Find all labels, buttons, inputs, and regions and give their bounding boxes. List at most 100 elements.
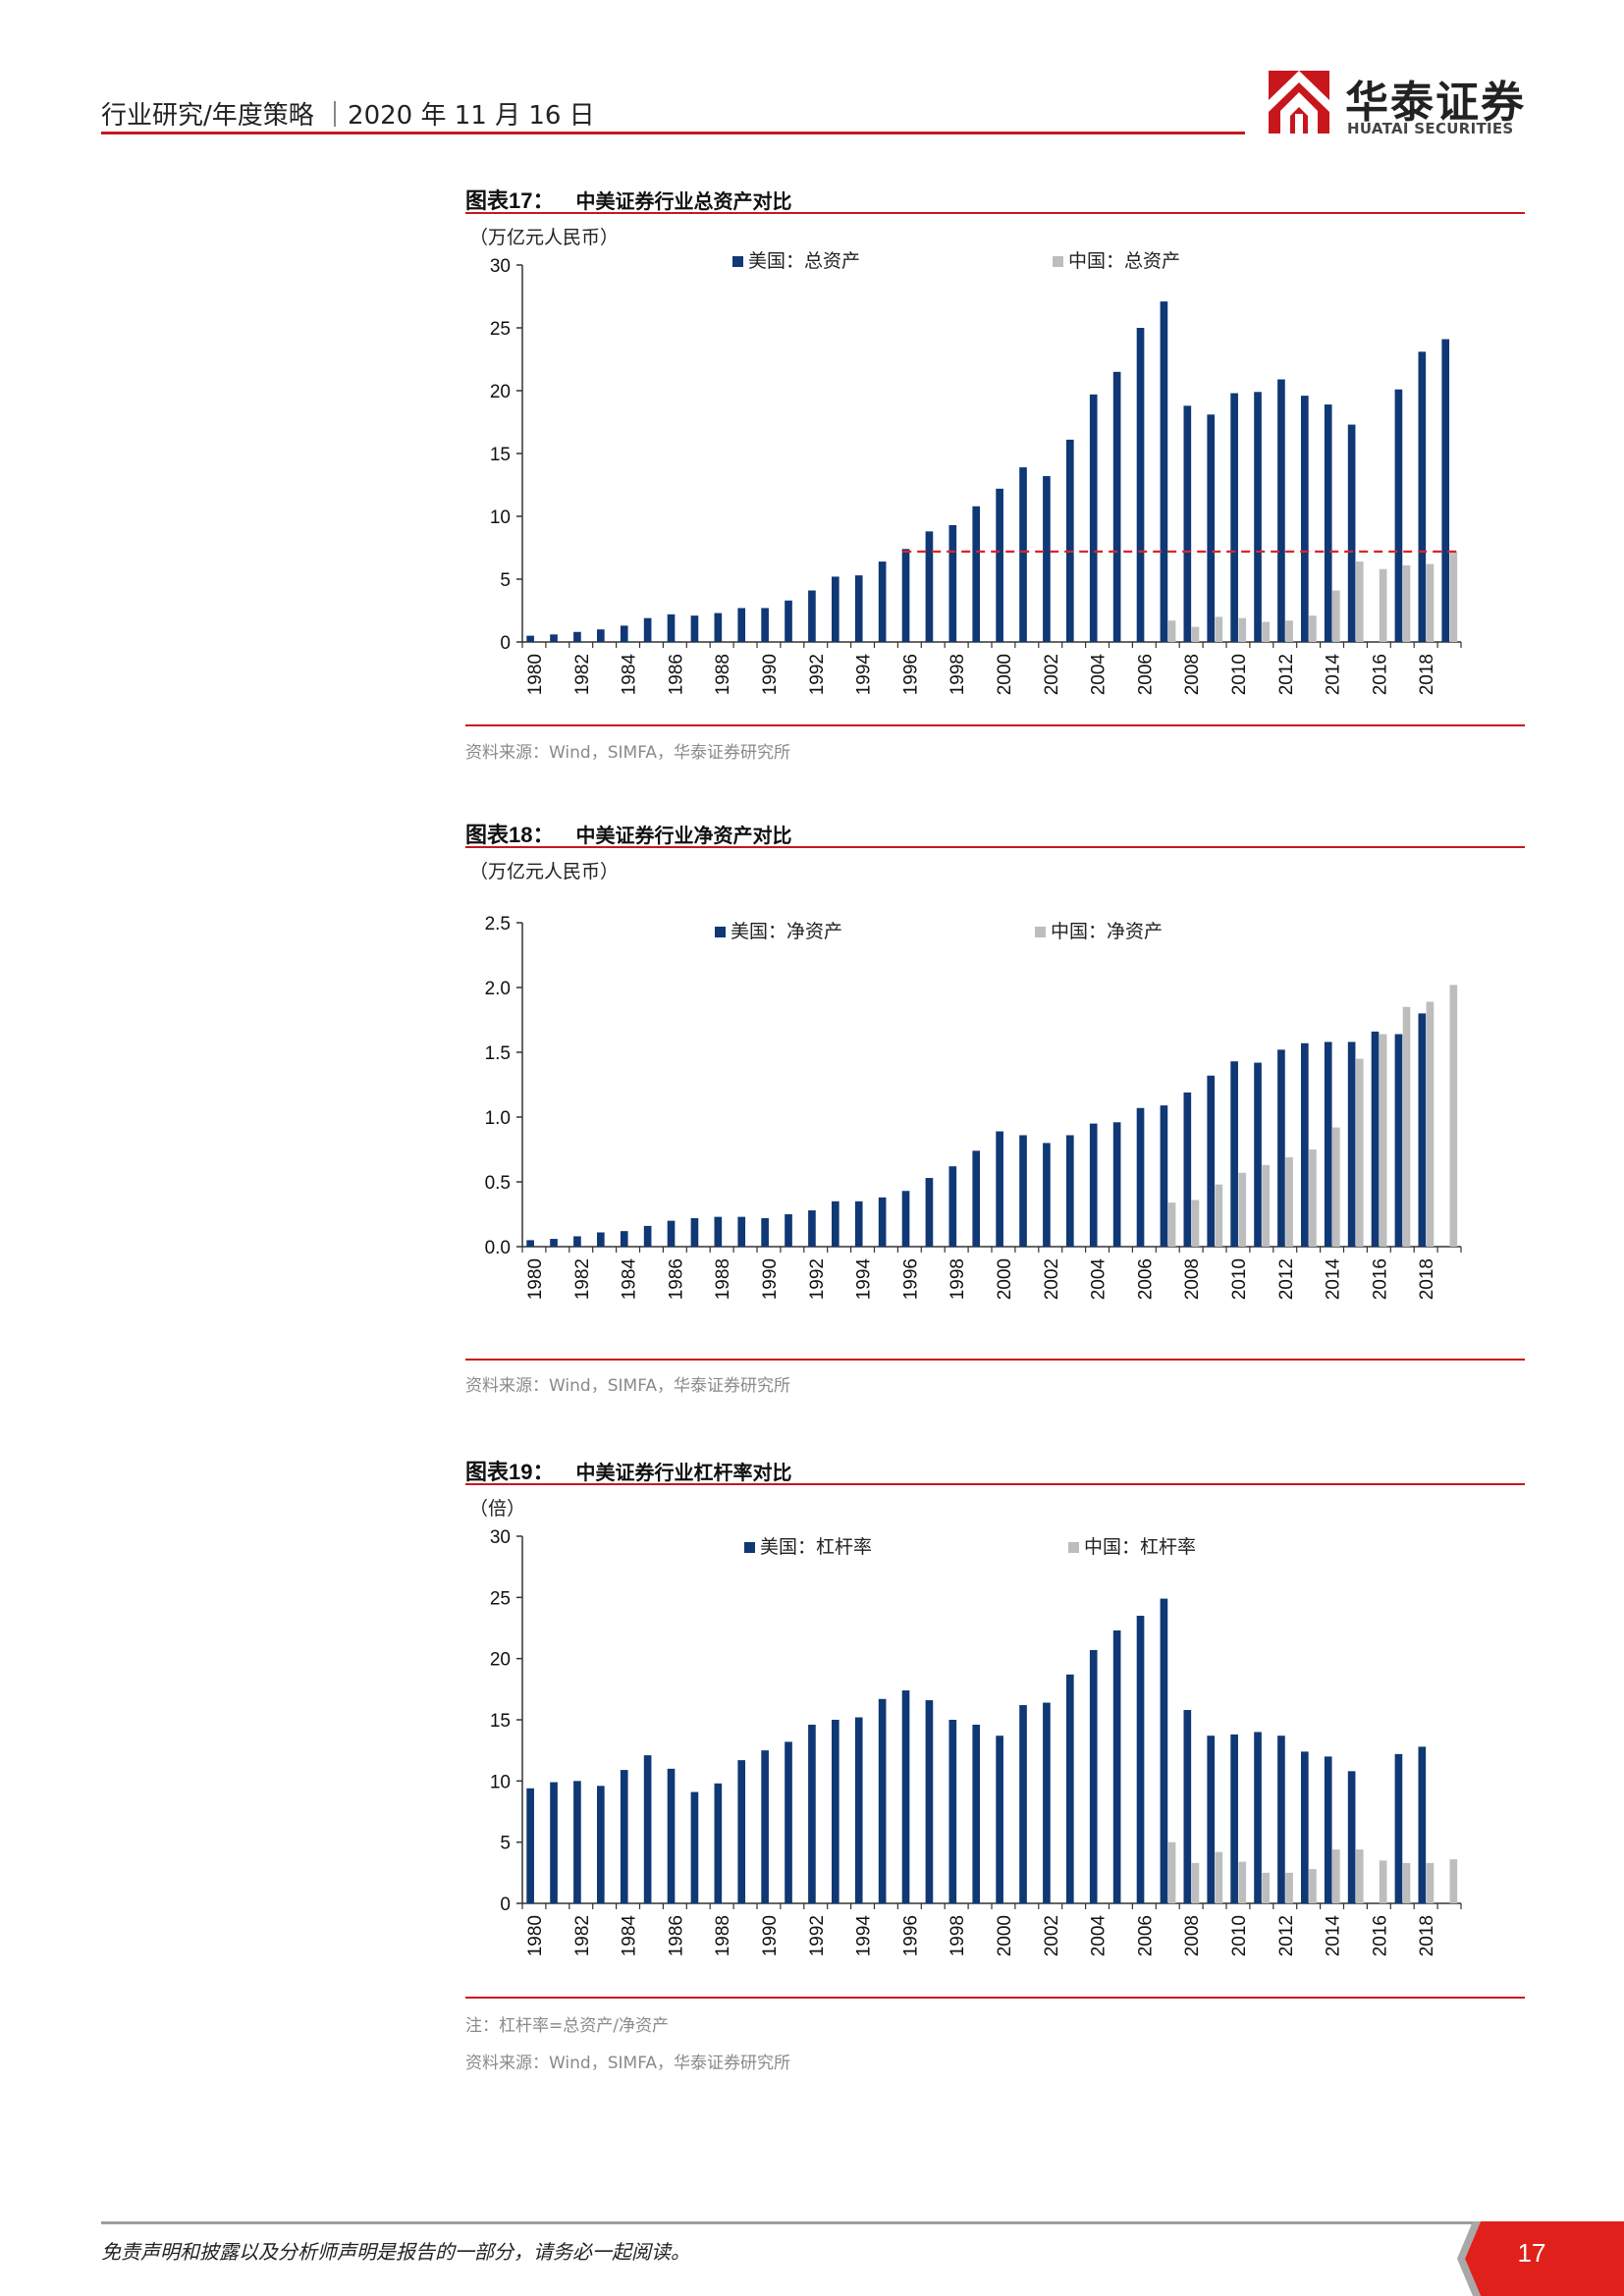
chart-unit-label: （万亿元人民币） [469, 227, 619, 248]
x-tick-label: 2010 [1229, 1915, 1250, 1956]
legend-label: 中国：杠杆率 [1084, 1536, 1196, 1558]
us-bar-1989 [737, 1760, 746, 1903]
x-tick-label: 1996 [900, 1915, 921, 1956]
us-bar-1993 [832, 1720, 839, 1903]
us-bar-2017 [1394, 1753, 1403, 1903]
us-bar-1994 [854, 1201, 863, 1247]
us-bar-1996 [901, 1690, 910, 1903]
chart-unit-label: （倍） [469, 1498, 525, 1520]
cn-bar-2014 [1332, 590, 1340, 642]
us-bar-1991 [785, 1214, 792, 1247]
us-bar-1984 [620, 1770, 628, 1903]
cn-bar-2017 [1402, 564, 1411, 642]
legend-label: 美国：杠杆率 [760, 1536, 872, 1558]
us-bar-1982 [573, 631, 581, 642]
cn-bar-2016 [1379, 568, 1387, 642]
header-rule [101, 132, 1245, 134]
us-bar-1994 [854, 575, 863, 642]
x-tick-label: 2014 [1324, 1915, 1344, 1957]
figure-17-label: 图表17： [465, 188, 555, 213]
us-bar-1988 [714, 613, 723, 642]
us-bar-2013 [1301, 1042, 1309, 1247]
legend-label: 中国：净资产 [1051, 921, 1163, 942]
x-tick-label: 1984 [620, 1258, 640, 1301]
us-bar-1995 [878, 1197, 887, 1247]
x-tick-label: 1982 [572, 654, 593, 695]
y-tick-label: 5 [500, 570, 511, 591]
y-tick-label: 20 [490, 382, 511, 402]
us-bar-1991 [785, 600, 792, 642]
us-bar-2015 [1347, 1771, 1356, 1903]
x-tick-label: 2018 [1417, 1915, 1437, 1956]
figure-19-label: 图表19： [465, 1460, 555, 1484]
cn-bar-2014 [1332, 1127, 1340, 1247]
figure-19-title-text: 中美证券行业杠杆率对比 [575, 1461, 792, 1484]
huatai-logo-icon [1269, 71, 1329, 133]
x-tick-label: 1988 [713, 1258, 733, 1300]
us-bar-2001 [1019, 1135, 1027, 1247]
x-tick-label: 1990 [760, 654, 781, 695]
us-bar-1998 [948, 1166, 957, 1247]
x-tick-label: 2006 [1135, 654, 1156, 695]
x-tick-label: 1986 [666, 654, 686, 695]
x-tick-label: 1992 [807, 654, 828, 695]
x-tick-label: 2014 [1324, 1258, 1344, 1301]
x-tick-label: 2008 [1182, 1258, 1203, 1300]
us-bar-2002 [1043, 476, 1051, 642]
us-bar-2000 [996, 488, 1003, 642]
us-bar-2018 [1418, 351, 1427, 642]
x-tick-label: 2000 [995, 1915, 1015, 1956]
us-bar-1986 [667, 614, 676, 642]
us-bar-2011 [1254, 1062, 1262, 1247]
us-bar-1981 [550, 634, 558, 642]
x-tick-label: 2008 [1182, 654, 1203, 695]
us-bar-2006 [1136, 1107, 1145, 1247]
figure-19-title: 图表19： 中美证券行业杠杆率对比 [465, 1455, 791, 1486]
us-bar-2012 [1277, 1735, 1285, 1903]
us-bar-2017 [1394, 1034, 1403, 1247]
us-bar-1998 [948, 1720, 957, 1903]
us-bar-1985 [643, 1755, 652, 1903]
logo-english: HUATAI SECURITIES [1347, 120, 1514, 137]
cn-bar-2013 [1309, 1149, 1317, 1247]
us-bar-1994 [854, 1717, 863, 1903]
y-tick-label: 15 [490, 1711, 511, 1732]
x-tick-label: 2002 [1042, 1258, 1062, 1300]
us-bar-2003 [1066, 1674, 1074, 1903]
us-bar-1986 [667, 1768, 676, 1903]
x-tick-label: 2004 [1089, 1915, 1110, 1957]
us-bar-2008 [1183, 1710, 1192, 1903]
y-tick-label: 1.0 [485, 1108, 511, 1129]
us-bar-1987 [690, 1791, 699, 1903]
cn-bar-2007 [1167, 1842, 1176, 1903]
figure-18-bottom-rule [465, 1359, 1525, 1361]
cn-bar-2015 [1355, 1058, 1364, 1247]
cn-bar-2011 [1262, 1872, 1270, 1903]
y-tick-label: 10 [490, 507, 511, 528]
us-bar-2014 [1324, 1041, 1332, 1247]
figure-18-label: 图表18： [465, 823, 555, 847]
chart-svg: （万亿元人民币） 0 5 10 15 20 25 30 1980 1982 1984 1986 1988… [469, 227, 1462, 696]
y-tick-label: 15 [490, 445, 511, 465]
page-number: 17 [1517, 2238, 1546, 2268]
us-bar-1988 [714, 1216, 723, 1247]
x-tick-label: 2014 [1324, 654, 1344, 696]
us-bar-1992 [808, 590, 816, 642]
legend-swatch [1068, 1542, 1079, 1553]
x-tick-label: 2002 [1042, 654, 1062, 695]
us-bar-1999 [972, 1150, 981, 1247]
us-bar-1985 [643, 617, 652, 642]
x-tick-label: 2002 [1042, 1915, 1062, 1956]
us-bar-1999 [972, 506, 981, 642]
figure-17-chart: （万亿元人民币） 0 5 10 15 20 25 30 1980 1982 1984 1986 1988… [452, 218, 1532, 717]
x-tick-label: 2004 [1089, 1258, 1110, 1301]
us-bar-1980 [526, 1240, 534, 1247]
x-tick-label: 2010 [1229, 1258, 1250, 1300]
us-bar-1992 [808, 1724, 816, 1903]
cn-bar-2009 [1215, 1184, 1223, 1247]
us-bar-2011 [1254, 1732, 1262, 1903]
us-bar-1982 [573, 1781, 581, 1903]
us-bar-2006 [1136, 1616, 1145, 1903]
y-tick-label: 10 [490, 1772, 511, 1792]
page-number-tab [1457, 2221, 1624, 2296]
